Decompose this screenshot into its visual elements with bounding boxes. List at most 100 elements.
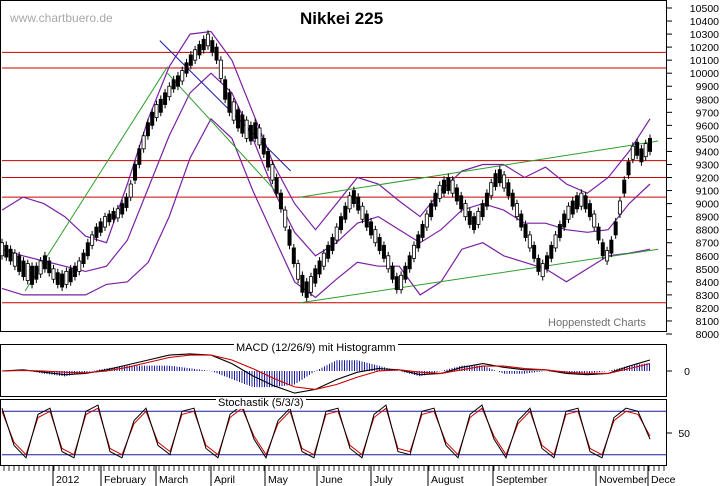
candle-body (437, 184, 442, 199)
y-tick-label: 9400 (696, 146, 720, 158)
candle-body (167, 85, 172, 98)
trend-line-green (300, 248, 659, 304)
candle-body (519, 213, 524, 228)
macd-tick-label: 0 (684, 366, 690, 378)
macd-series: 0 (1, 353, 690, 394)
candle-body (609, 239, 614, 254)
price-y-axis: 8000810082008300840085008600870088008900… (666, 3, 719, 341)
trend-line-green (24, 66, 168, 292)
candle-body (227, 92, 232, 113)
x-month-label: April (214, 474, 235, 486)
candle-body (450, 179, 455, 194)
candle-body (17, 255, 22, 272)
candle-body (549, 244, 554, 259)
candle-body (617, 200, 622, 215)
candle-body (536, 257, 541, 272)
candle-body (107, 213, 112, 223)
candle-body (266, 151, 271, 168)
y-tick-label: 8000 (696, 329, 720, 341)
candle-body (351, 190, 356, 204)
signal-line (1, 354, 651, 390)
date-x-axis: 2012 February March April May June July August S… (3, 466, 676, 486)
candle-body (545, 255, 550, 270)
x-month-label: Dece (651, 474, 676, 486)
candle-body (622, 179, 627, 194)
candle-body (407, 255, 412, 270)
candle-body (420, 224, 425, 238)
y-tick-label: 9500 (696, 133, 720, 145)
candle-body (369, 221, 374, 236)
candle-body (643, 143, 648, 158)
y-tick-label: 9000 (696, 199, 720, 211)
candle-body (493, 173, 498, 188)
candle-body (85, 242, 90, 257)
candle-body (34, 265, 39, 280)
y-tick-label: 10500 (690, 3, 719, 15)
x-month-label: March (159, 474, 188, 486)
trend-line-blue (159, 40, 292, 172)
candle-body (158, 98, 163, 113)
candle-body (648, 137, 653, 152)
candle-body (330, 237, 335, 251)
candle-body (4, 244, 9, 258)
candle-body (424, 213, 429, 228)
candle-body (12, 252, 17, 267)
candle-body (386, 255, 391, 270)
candle-body (394, 276, 399, 291)
candle-body (562, 213, 567, 228)
y-tick-label: 9900 (696, 81, 720, 93)
candle-body (364, 213, 369, 228)
y-tick-label: 10300 (690, 29, 719, 41)
candle-body (193, 49, 198, 61)
candle-body (124, 196, 129, 208)
candle-body (373, 229, 378, 244)
candle-body (411, 244, 416, 259)
candle-body (514, 203, 519, 218)
candle-body (540, 263, 545, 278)
candle-body (171, 79, 176, 90)
bollinger-middle (1, 72, 651, 273)
stochastic-series: 50 (1, 404, 690, 459)
y-tick-label: 9100 (696, 186, 720, 198)
candle-body (98, 221, 103, 233)
y-tick-label: 8700 (696, 238, 720, 250)
candle-body (287, 229, 292, 246)
candle-body (283, 209, 288, 228)
candle-body (175, 75, 180, 87)
candle-body (356, 196, 361, 211)
candle-body (523, 224, 528, 238)
stochastic-panel-label: Stochastik (5/3/3) (216, 397, 306, 409)
candle-body (25, 263, 30, 281)
candle-body (635, 141, 640, 156)
y-tick-label: 9300 (696, 159, 720, 171)
candle-body (613, 221, 618, 236)
candle-body (261, 137, 266, 155)
candle-body (463, 203, 468, 218)
candle-body (442, 179, 447, 194)
candle-body (236, 109, 241, 129)
candle-body (553, 234, 558, 249)
candle-body (72, 265, 77, 278)
candle-body (150, 111, 155, 126)
candle-body (583, 195, 588, 210)
candle-body (596, 226, 601, 241)
candle-body (502, 174, 507, 189)
candle-body (416, 234, 421, 249)
y-tick-label: 8500 (696, 264, 720, 276)
candle-body (630, 145, 635, 160)
candle-body (137, 148, 142, 165)
y-tick-label: 8800 (696, 225, 720, 237)
candle-body (605, 250, 610, 262)
bollinger-upper (1, 30, 651, 244)
candle-body (102, 216, 107, 228)
y-tick-label: 8300 (696, 290, 720, 302)
candle-body (154, 104, 159, 118)
stoch-tick-label: 50 (678, 428, 690, 440)
y-tick-label: 9600 (696, 120, 720, 132)
candle-body (459, 195, 464, 210)
macd-panel-label: MACD (12/26/9) mit Histogramm (234, 342, 398, 354)
price-candles (0, 30, 653, 302)
candle-body (579, 192, 584, 207)
y-tick-label: 8200 (696, 303, 720, 315)
candle-body (575, 195, 580, 210)
